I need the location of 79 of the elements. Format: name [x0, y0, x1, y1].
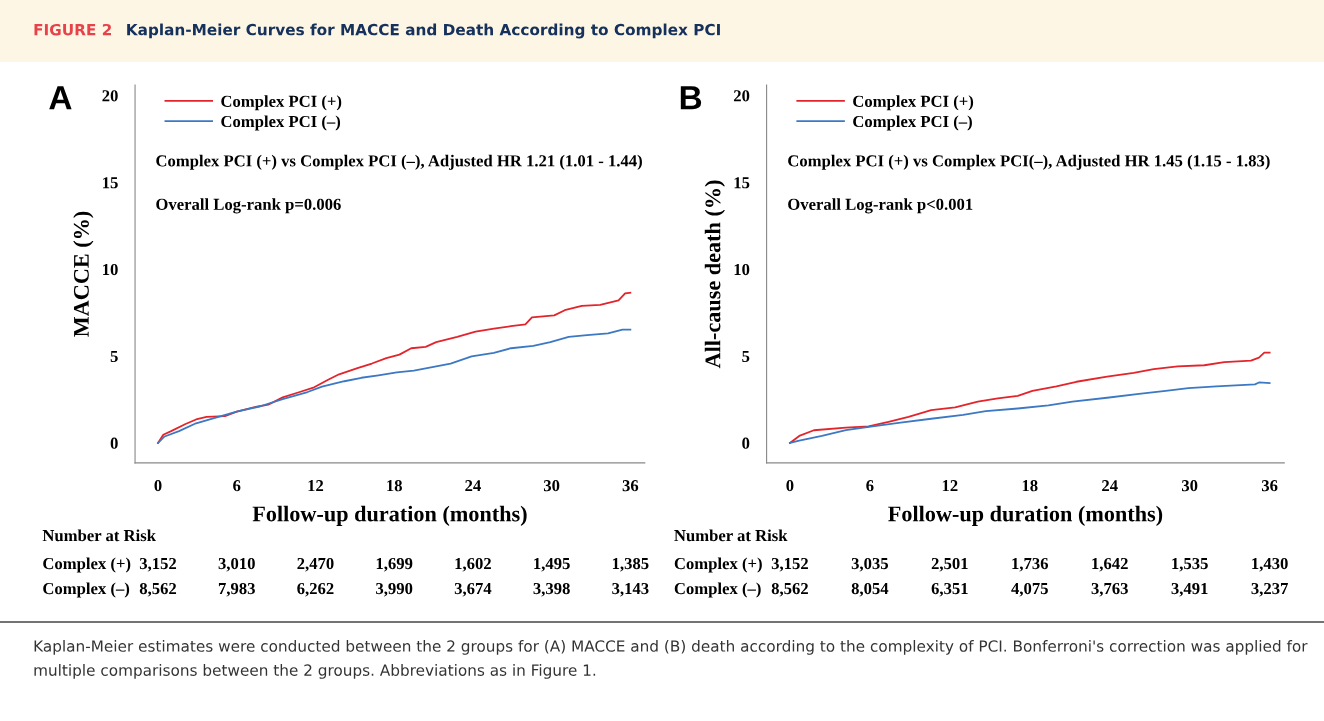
chart-title: A: [49, 86, 72, 110]
line-series: [157, 328, 632, 444]
x-tick-label: 24: [465, 480, 481, 492]
y-tick-label: 10: [734, 263, 750, 276]
x-tick-label: 36: [1261, 480, 1278, 492]
annotation: Overall Log-rank p<0.001: [788, 198, 973, 214]
text: 8,054: [851, 582, 889, 597]
text: 3,152: [139, 557, 177, 572]
text: 1,495: [534, 557, 570, 572]
caption: FIGURE 2: [34, 23, 111, 36]
text: 2,470: [297, 557, 334, 572]
x-axis-title: Follow-up duration (months): [252, 505, 527, 526]
text: Complex (–): [674, 582, 761, 598]
line-series: [157, 291, 632, 444]
text: 1,430: [1252, 557, 1288, 572]
x-tick-label: 24: [1102, 480, 1118, 492]
text: 8,562: [771, 582, 808, 597]
x-tick-label: 0: [154, 480, 162, 492]
text: 1,642: [1092, 557, 1128, 572]
text: 3,010: [218, 557, 255, 572]
y-tick-label: 10: [103, 263, 118, 276]
text: 3,237: [1251, 582, 1288, 597]
legend-label: Complex PCI (+): [221, 95, 342, 111]
y-tick-label: 5: [110, 350, 118, 362]
x-tick-label: 6: [866, 480, 874, 492]
x-tick-label: 6: [233, 480, 241, 492]
legend-label: Complex PCI (+): [853, 95, 974, 111]
line-series: [789, 381, 1271, 444]
x-tick-label: 12: [308, 480, 324, 492]
text: 7,983: [218, 582, 255, 597]
y-tick-label: 5: [742, 350, 750, 362]
line-series: [789, 351, 1271, 444]
annotation: Complex PCI (+) vs Complex PCI (–), Adjusted HR 1.21 (1.01 - 1.44): [156, 154, 642, 170]
x-tick-label: 12: [942, 480, 958, 492]
text: 3,674: [454, 582, 492, 597]
y-tick-label: 20: [102, 90, 118, 102]
x-tick-label: 30: [543, 480, 560, 492]
x-tick-label: 36: [622, 480, 639, 492]
text: 1,736: [1012, 557, 1049, 572]
text: 3,152: [771, 557, 808, 572]
text: 3,990: [376, 582, 413, 597]
text: Complex (+): [674, 557, 762, 573]
text: 8,562: [139, 582, 177, 597]
y-axis-title: All-cause death (%): [704, 180, 725, 369]
text: 1,699: [376, 557, 413, 572]
text: 1,602: [455, 557, 491, 572]
text: 3,398: [533, 582, 570, 597]
text: 6,351: [931, 582, 968, 597]
y-axis-title: MACCE (%): [73, 211, 94, 337]
y-tick-label: 0: [110, 437, 118, 449]
legend-label: Complex PCI (–): [853, 115, 972, 131]
text: 3,143: [612, 582, 649, 597]
text: 6,262: [297, 582, 334, 597]
chart-title: B: [680, 86, 702, 110]
y-tick-label: 20: [733, 90, 750, 102]
text: Kaplan-Meier estimates were conducted between the 2 groups for (A) MACCE and (B) death according to the complexity of PCI. Bonferroni's correction was applied for multiple comparisons between the 2 groups. Abbreviations as in Figure 1.: [34, 640, 1308, 679]
x-tick-label: 18: [387, 480, 402, 492]
y-tick-label: 0: [742, 437, 750, 449]
y-tick-label: 15: [734, 177, 750, 189]
text: Complex (–): [43, 582, 130, 598]
y-tick-label: 15: [103, 177, 118, 189]
text: 4,075: [1011, 582, 1048, 597]
text: 1,385: [612, 557, 649, 572]
text: 3,491: [1171, 582, 1208, 597]
legend-label: Complex PCI (–): [221, 115, 341, 131]
text: Kaplan-Meier Curves for MACCE and Death According to Complex PCI: [127, 23, 720, 39]
annotation: Complex PCI (+) vs Complex PCI(–), Adjusted HR 1.45 (1.15 - 1.83): [788, 154, 1270, 170]
text: Complex (+): [43, 557, 131, 573]
text: 3,763: [1091, 582, 1128, 597]
x-axis-title: Follow-up duration (months): [888, 505, 1163, 526]
text: 3,035: [851, 557, 889, 572]
x-tick-label: 0: [786, 480, 794, 492]
annotation: Overall Log-rank p=0.006: [156, 198, 341, 214]
text: Number at Risk: [42, 529, 156, 542]
x-tick-label: 30: [1181, 480, 1198, 492]
text: 1,535: [1172, 557, 1208, 572]
x-tick-label: 18: [1022, 480, 1038, 492]
text: Number at Risk: [674, 529, 788, 542]
text: 2,501: [931, 557, 968, 572]
